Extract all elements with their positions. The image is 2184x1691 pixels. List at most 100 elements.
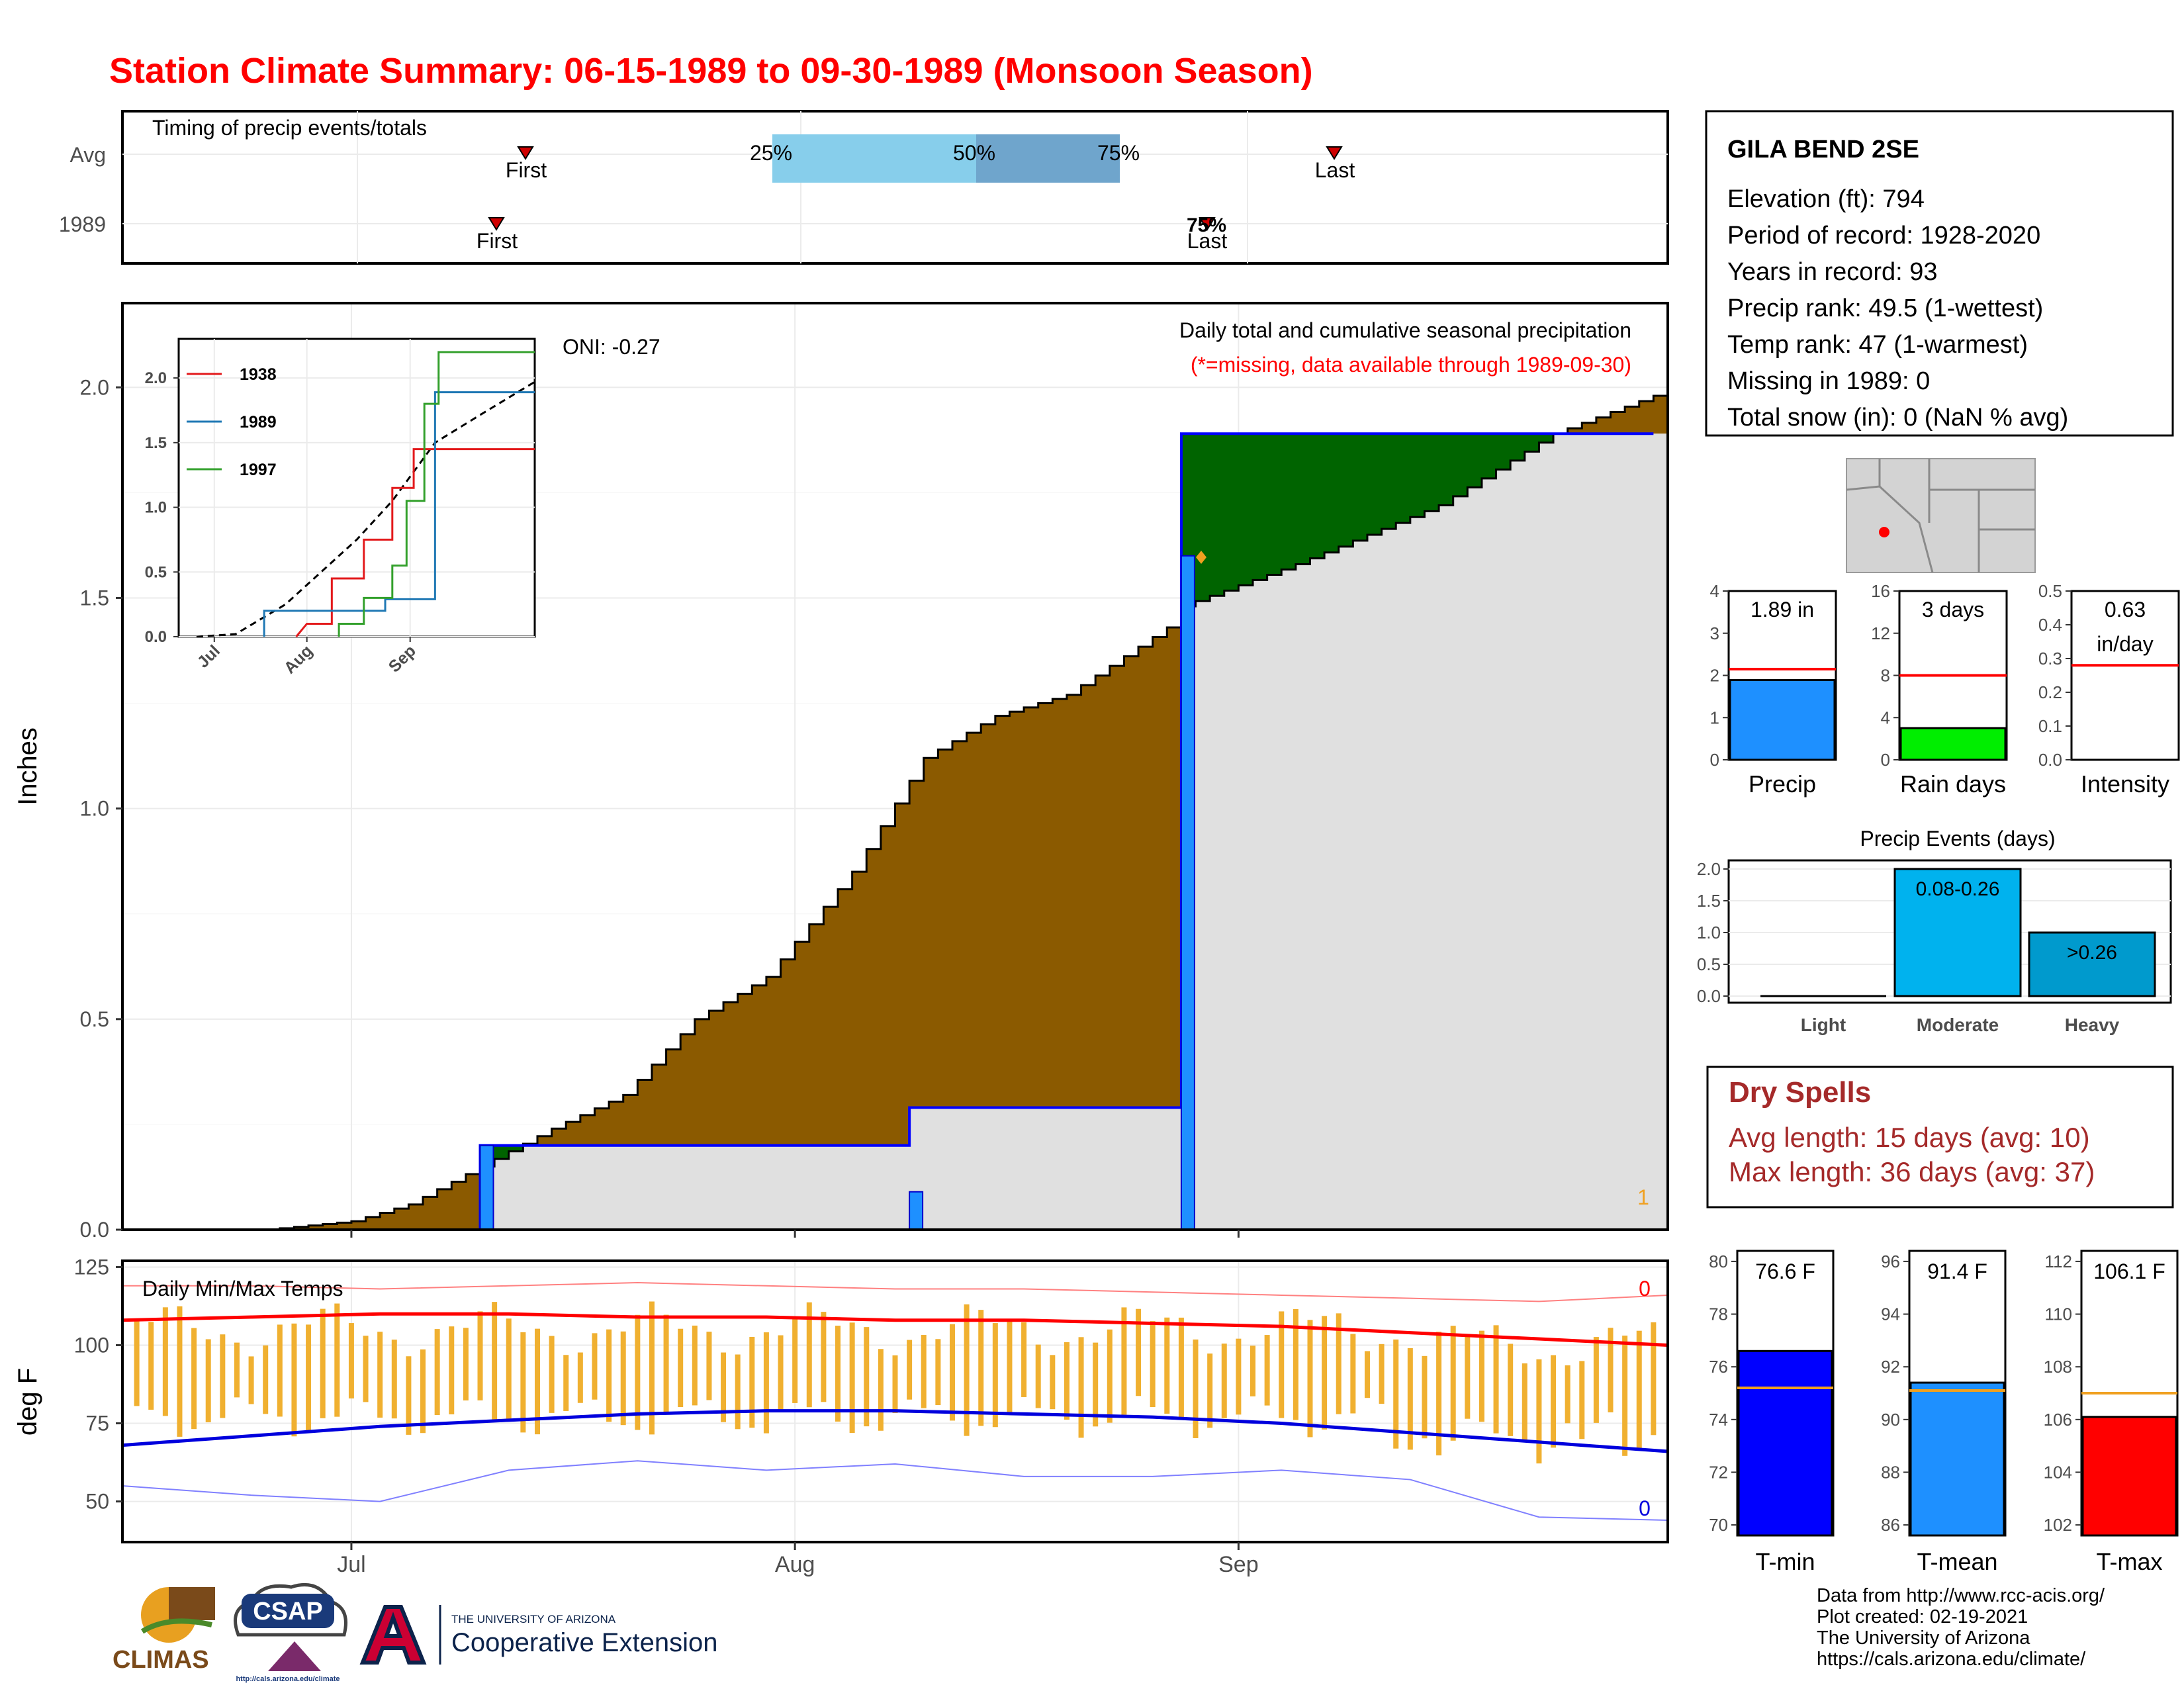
daily-temp-range <box>1207 1353 1213 1428</box>
daily-temp-range <box>1250 1346 1256 1396</box>
mini-bar-tick-label: 0.2 <box>2038 682 2062 702</box>
record-high-count: 0 <box>1639 1277 1651 1301</box>
station-location-dot <box>1879 527 1889 537</box>
mini-bar-value-text: 1.89 in <box>1751 598 1814 621</box>
daily-temp-range <box>878 1349 884 1431</box>
y-tick-label: 0.5 <box>80 1007 109 1031</box>
daily-temp-range <box>177 1306 183 1437</box>
station-info-line: Missing in 1989: 0 <box>1727 367 1930 395</box>
ua-extension-text: Cooperative Extension <box>451 1628 717 1657</box>
daily-temp-range <box>892 1355 898 1414</box>
logo-ua: THE UNIVERSITY OF ARIZONA Cooperative Ex… <box>359 1605 717 1665</box>
max-day-marker <box>1196 551 1206 564</box>
mini-bar-tick-label: 4 <box>1881 708 1890 727</box>
inset-y-tick-label: 1.5 <box>145 434 167 452</box>
mini-bar-tick-label: 0.3 <box>2038 649 2062 668</box>
daily-temp-range <box>391 1340 397 1419</box>
timing-label: Timing of precip events/totals <box>152 116 427 140</box>
events-x-label: Heavy <box>2065 1015 2120 1035</box>
temp-summary-label: T-min <box>1756 1548 1815 1575</box>
precip-events-title: Precip Events (days) <box>1860 827 2055 850</box>
daily-temp-range <box>1035 1344 1041 1408</box>
daily-temp-range <box>1264 1335 1270 1406</box>
temp-summary-tick-label: 108 <box>2044 1357 2072 1377</box>
temp-summary-tick-label: 104 <box>2044 1462 2072 1482</box>
precip-events-chart: Precip Events (days) 0.08-0.26 >0.26 0.0 0… <box>1697 827 2172 1035</box>
temp-summary-t-mean: 86 88 90 92 94 96 91.4 F T-mean <box>1881 1250 2007 1575</box>
mini-bar-value <box>1729 679 1836 761</box>
logo-climas: CLIMAS <box>113 1587 215 1674</box>
daily-temp-range <box>162 1307 168 1416</box>
temp-summary-bar <box>2081 1416 2177 1537</box>
station-info-line: Precip rank: 49.5 (1-wettest) <box>1727 295 2043 322</box>
daily-temp-range <box>949 1324 955 1421</box>
avg-cumulative-area <box>122 434 1668 1230</box>
inset-y-tick-label: 0.5 <box>145 563 167 581</box>
temp-summary-value-text: 76.6 F <box>1755 1259 1815 1283</box>
daily-temp-range <box>1622 1335 1628 1456</box>
daily-temp-range <box>1636 1330 1642 1451</box>
avg-q50-label: 50% <box>953 141 995 165</box>
events-y-tick-label: 0.5 <box>1697 954 1721 974</box>
events-y-tick-label: 1.0 <box>1697 923 1721 942</box>
x-tick-label: Sep <box>1218 1552 1259 1577</box>
daily-temp-range <box>1379 1344 1385 1404</box>
mini-bar-label: Intensity <box>2081 770 2169 798</box>
daily-temp-range <box>592 1333 598 1400</box>
daily-temp-range <box>291 1323 297 1437</box>
temp-summary-bar <box>1737 1349 1833 1537</box>
daily-temp-range <box>778 1335 784 1412</box>
y-tick-label: 1.0 <box>80 797 109 821</box>
mini-bar-tick-label: 0.1 <box>2038 716 2062 736</box>
mini-bar-tick-label: 2 <box>1710 666 1719 686</box>
daily-temp-range <box>148 1322 154 1410</box>
daily-temp-range <box>1565 1365 1570 1424</box>
y1989-last-marker <box>1199 217 1216 231</box>
avg-cumulative-line <box>122 394 1668 1231</box>
dry-spells-title: Dry Spells <box>1729 1076 1871 1109</box>
daily-temp-range <box>1350 1334 1356 1414</box>
temp-summary-tick-label: 80 <box>1709 1252 1728 1271</box>
quartile-box-light <box>772 134 976 183</box>
y1989-last-label: Last <box>1187 229 1228 253</box>
main-ylabel: Inches <box>13 727 42 805</box>
daily-temp-range <box>506 1318 512 1422</box>
daily-temp-range <box>348 1323 354 1398</box>
daily-temp-range <box>978 1310 984 1426</box>
credit-line: Plot created: 02-19-2021 <box>1817 1606 2028 1627</box>
temp-summary-bar <box>1909 1381 2005 1537</box>
events-bar-label: >0.26 <box>2067 942 2117 964</box>
temp-summary-tick-label: 96 <box>1881 1252 1900 1271</box>
daily-precip-bar <box>1180 555 1195 1230</box>
inset-y-tick-label: 0.0 <box>145 628 167 646</box>
temp-summary-tick-label: 92 <box>1881 1357 1900 1377</box>
daily-temp-range <box>534 1328 540 1435</box>
avg-min-line <box>122 1409 1668 1453</box>
daily-temp-range <box>263 1345 269 1414</box>
missing-note: (*=missing, data available through 1989-… <box>1191 353 1631 377</box>
mini-bar-value-text: in/day <box>2097 632 2153 656</box>
temp-summary-bars: 70 72 74 76 78 80 76.6 F T-min 86 88 90 92 94 96 91.4 … <box>1709 1250 2179 1575</box>
daily-temp-range <box>692 1325 698 1406</box>
daily-temp-range <box>334 1303 340 1417</box>
daily-temp-range <box>320 1308 326 1418</box>
daily-temp-range <box>706 1332 712 1400</box>
temp-summary-tick-label: 110 <box>2045 1304 2072 1324</box>
daily-temp-range <box>935 1339 941 1406</box>
y-tick-label: 2.0 <box>80 375 109 399</box>
daily-temp-range <box>735 1354 741 1430</box>
daily-temp-range <box>1593 1337 1599 1423</box>
cumulative-below-area <box>279 396 1668 1230</box>
daily-temp-range <box>1536 1359 1542 1464</box>
events-bar-label: 0.08-0.26 <box>1916 878 2000 900</box>
temp-summary-label: T-max <box>2096 1548 2162 1575</box>
daily-temp-range <box>1522 1363 1527 1443</box>
credit-line: https://cals.arizona.edu/climate/ <box>1817 1649 2086 1670</box>
mini-bar-label: Precip <box>1749 770 1816 798</box>
events-x-label: Moderate <box>1917 1015 1999 1035</box>
record-low-line <box>122 1460 1668 1521</box>
temp-summary-tick-label: 76 <box>1709 1357 1728 1377</box>
daily-temp-range <box>1364 1351 1370 1398</box>
